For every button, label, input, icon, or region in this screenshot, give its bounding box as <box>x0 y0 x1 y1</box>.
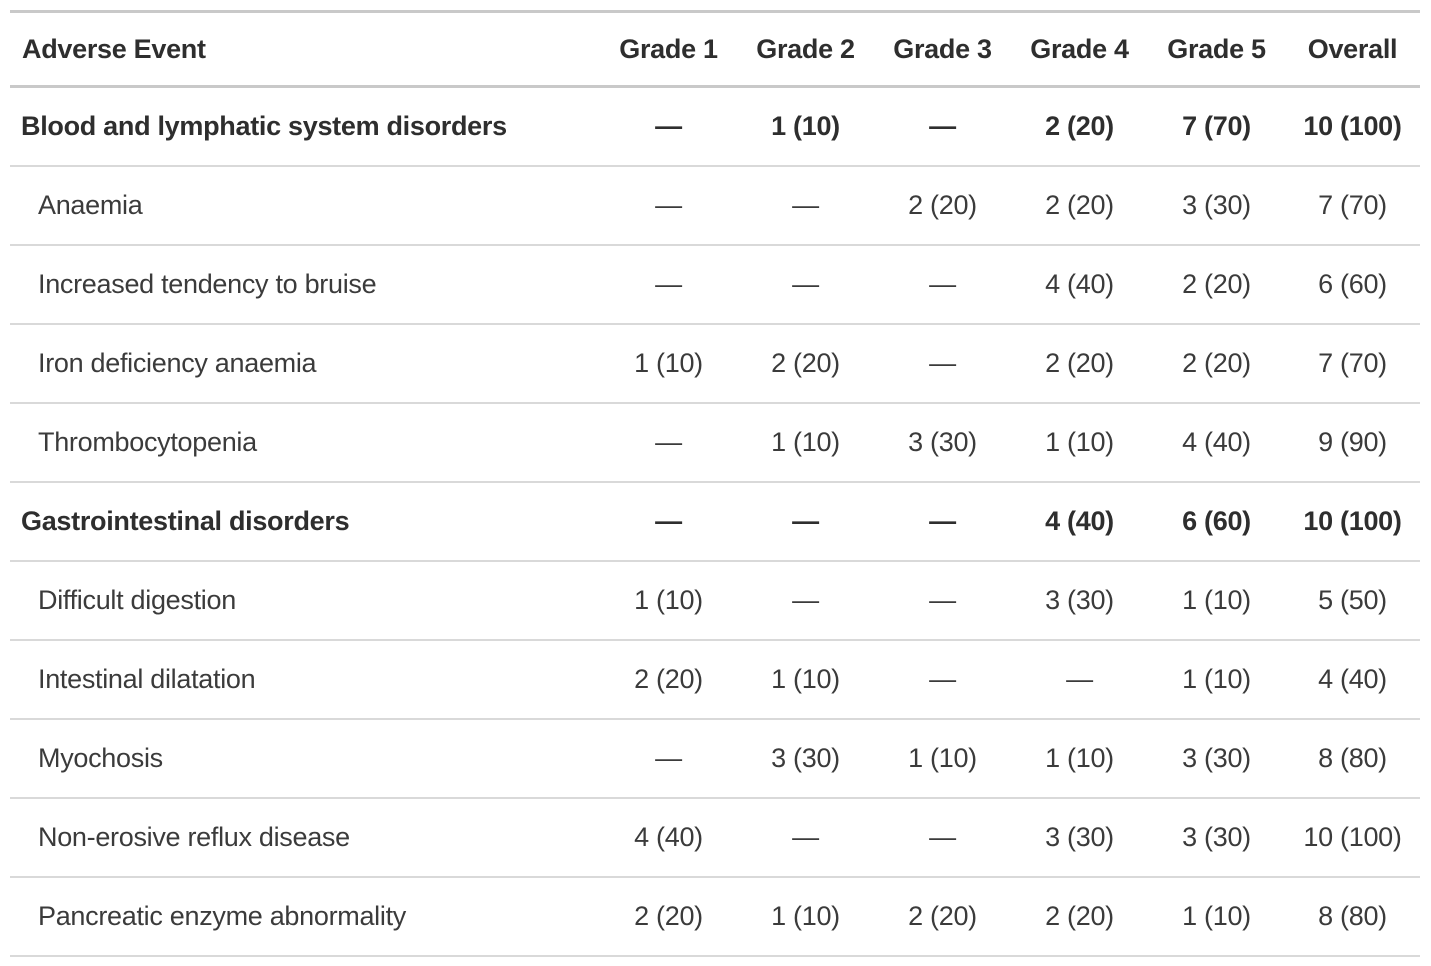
value-cell: 9 (90) <box>1285 402 1420 483</box>
value-cell: 1 (10) <box>600 323 737 404</box>
value-cell: — <box>600 86 737 167</box>
column-header-grade-3: Grade 3 <box>874 10 1011 88</box>
value-cell: — <box>600 402 737 483</box>
value-cell: 7 (70) <box>1148 86 1285 167</box>
value-cell: 1 (10) <box>1011 402 1148 483</box>
value-cell: 3 (30) <box>1148 797 1285 878</box>
row-label: Pancreatic enzyme abnormality <box>10 876 600 957</box>
value-cell: 2 (20) <box>600 876 737 957</box>
table-row-non-erosive-reflux-disease: Non-erosive reflux disease 4 (40) — —3 (30)… <box>10 797 1420 878</box>
value-cell: 8 (80) <box>1285 718 1420 799</box>
value-cell: 6 (60) <box>1148 481 1285 562</box>
column-header-grade-5: Grade 5 <box>1148 10 1285 88</box>
value-cell: 3 (30) <box>874 402 1011 483</box>
value-cell: — <box>737 481 874 562</box>
value-cell: 4 (40) <box>1148 402 1285 483</box>
column-header-overall: Overall <box>1285 10 1420 88</box>
value-cell: 3 (30) <box>1148 718 1285 799</box>
value-cell: 1 (10) <box>1148 876 1285 957</box>
value-cell: — <box>600 481 737 562</box>
value-cell: — <box>737 560 874 641</box>
row-label: Blood and lymphatic system disorders <box>10 86 600 167</box>
value-cell: — <box>600 718 737 799</box>
value-cell: 2 (20) <box>1011 165 1148 246</box>
column-header-grade-1: Grade 1 <box>600 10 737 88</box>
value-cell: 1 (10) <box>874 718 1011 799</box>
row-label: Thrombocytopenia <box>10 402 600 483</box>
value-cell: 1 (10) <box>600 560 737 641</box>
table-row-increased-tendency-to-bruise: Increased tendency to bruise — — —4 (40) 2 (… <box>10 244 1420 325</box>
value-cell: 3 (30) <box>1011 797 1148 878</box>
table-row-gastrointestinal-disorders: Gastrointestinal disorders — — —4 (40) 6 (60… <box>10 481 1420 562</box>
value-cell: 10 (100) <box>1285 797 1420 878</box>
value-cell: 1 (10) <box>1148 639 1285 720</box>
table-row-blood-and-lymphatic-system-disorders: Blood and lymphatic system disorders —1 (… <box>10 86 1420 167</box>
value-cell: 7 (70) <box>1285 165 1420 246</box>
value-cell: — <box>1011 639 1148 720</box>
table-row-intestinal-dilatation: Intestinal dilatation 2 (20) 1 (10) — —1 (10… <box>10 639 1420 720</box>
value-cell: — <box>874 639 1011 720</box>
value-cell: — <box>737 165 874 246</box>
table-row-difficult-digestion: Difficult digestion 1 (10) — —3 (30) 1 (10) 5… <box>10 560 1420 641</box>
table-row-myochosis: Myochosis —3 (30) 1 (10) 1 (10) 3 (30) 8 (80) <box>10 718 1420 799</box>
table-header-row: Adverse Event Grade 1 Grade 2 Grade 3 Grade … <box>10 10 1420 88</box>
column-header-grade-2: Grade 2 <box>737 10 874 88</box>
value-cell: 4 (40) <box>600 797 737 878</box>
table-row-pancreatic-enzyme-abnormality: Pancreatic enzyme abnormality 2 (20) 1 (10… <box>10 876 1420 957</box>
value-cell: 2 (20) <box>1011 323 1148 404</box>
value-cell: 3 (30) <box>1148 165 1285 246</box>
value-cell: 7 (70) <box>1285 323 1420 404</box>
value-cell: 10 (100) <box>1285 481 1420 562</box>
value-cell: 3 (30) <box>1011 560 1148 641</box>
value-cell: 1 (10) <box>737 876 874 957</box>
row-label: Iron deficiency anaemia <box>10 323 600 404</box>
value-cell: — <box>874 86 1011 167</box>
value-cell: — <box>600 165 737 246</box>
column-header-adverse-event: Adverse Event <box>10 10 600 88</box>
value-cell: 10 (100) <box>1285 86 1420 167</box>
adverse-events-table: Adverse Event Grade 1 Grade 2 Grade 3 Grade … <box>10 10 1420 957</box>
row-label: Myochosis <box>10 718 600 799</box>
value-cell: 2 (20) <box>737 323 874 404</box>
value-cell: 1 (10) <box>737 639 874 720</box>
value-cell: 2 (20) <box>1011 86 1148 167</box>
value-cell: 1 (10) <box>737 86 874 167</box>
value-cell: — <box>874 244 1011 325</box>
value-cell: 1 (10) <box>1148 560 1285 641</box>
value-cell: 5 (50) <box>1285 560 1420 641</box>
value-cell: — <box>874 323 1011 404</box>
value-cell: 6 (60) <box>1285 244 1420 325</box>
value-cell: 2 (20) <box>874 876 1011 957</box>
value-cell: 2 (20) <box>600 639 737 720</box>
value-cell: 2 (20) <box>1148 323 1285 404</box>
value-cell: — <box>600 244 737 325</box>
value-cell: 1 (10) <box>1011 718 1148 799</box>
value-cell: — <box>874 560 1011 641</box>
row-label: Anaemia <box>10 165 600 246</box>
value-cell: — <box>874 481 1011 562</box>
row-label: Gastrointestinal disorders <box>10 481 600 562</box>
value-cell: 1 (10) <box>737 402 874 483</box>
value-cell: 4 (40) <box>1011 481 1148 562</box>
adverse-events-table-container: Adverse Event Grade 1 Grade 2 Grade 3 Grade … <box>10 10 1420 957</box>
table-row-iron-deficiency-anaemia: Iron deficiency anaemia 1 (10) 2 (20) —2 (2… <box>10 323 1420 404</box>
table-row-thrombocytopenia: Thrombocytopenia —1 (10) 3 (30) 1 (10) 4 (40… <box>10 402 1420 483</box>
value-cell: 2 (20) <box>1148 244 1285 325</box>
row-label: Intestinal dilatation <box>10 639 600 720</box>
row-label: Increased tendency to bruise <box>10 244 600 325</box>
table-row-anaemia: Anaemia — —2 (20) 2 (20) 3 (30) 7 (70) <box>10 165 1420 246</box>
column-header-grade-4: Grade 4 <box>1011 10 1148 88</box>
value-cell: — <box>737 244 874 325</box>
value-cell: 8 (80) <box>1285 876 1420 957</box>
value-cell: 4 (40) <box>1285 639 1420 720</box>
value-cell: — <box>737 797 874 878</box>
value-cell: 2 (20) <box>1011 876 1148 957</box>
value-cell: 2 (20) <box>874 165 1011 246</box>
value-cell: 4 (40) <box>1011 244 1148 325</box>
value-cell: — <box>874 797 1011 878</box>
value-cell: 3 (30) <box>737 718 874 799</box>
row-label: Non-erosive reflux disease <box>10 797 600 878</box>
row-label: Difficult digestion <box>10 560 600 641</box>
